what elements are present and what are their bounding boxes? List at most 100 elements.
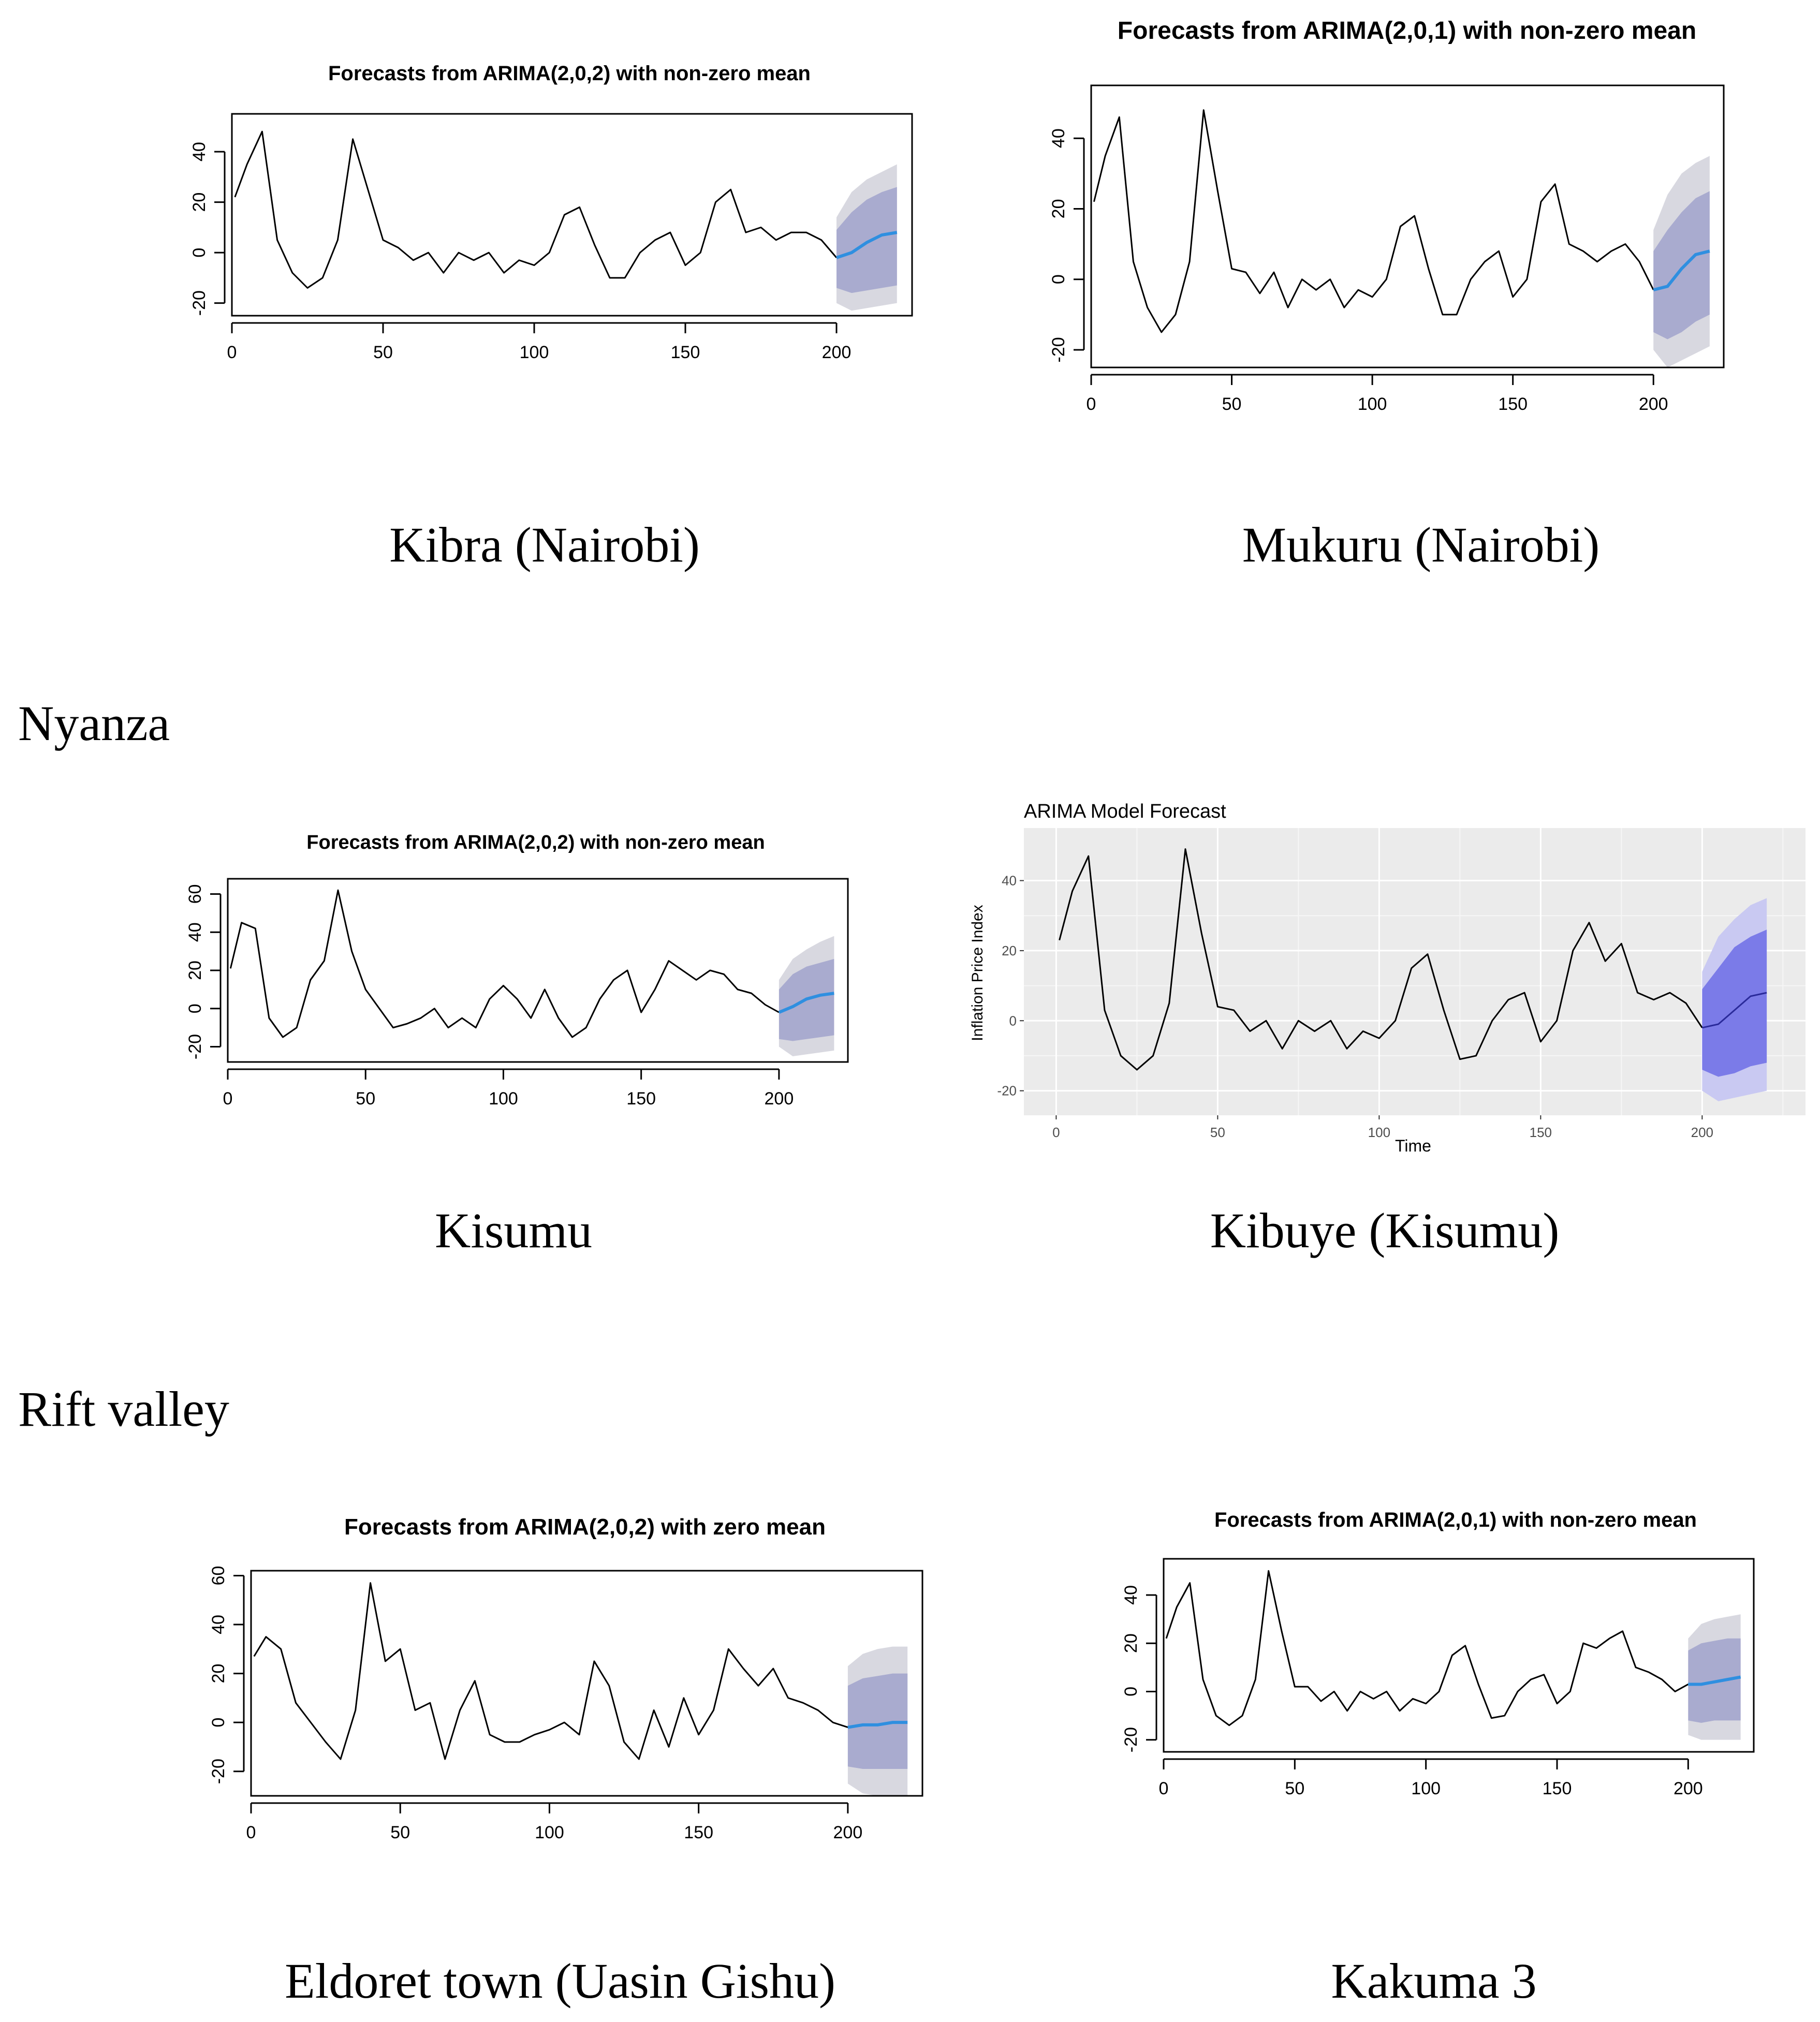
x-tick-label: 50 [1285,1779,1304,1798]
plot-area: 0 50 100 150 200 -20 0 20 40 [997,828,1806,1140]
caption-mukuru: Mukuru (Nairobi) [1242,517,1600,572]
caption-kibuye: Kibuye (Kisumu) [1210,1203,1560,1258]
y-tick-label: 0 [185,1003,205,1013]
series-line-observed [1165,1570,1689,1726]
plot-area: 0 50 100 150 200 -20 0 20 40 60 [209,1566,923,1842]
y-tick-label: 60 [209,1566,228,1586]
y-tick-label: 0 [1009,1013,1017,1028]
chart-kakuma: Forecasts from ARIMA(2,0,1) with non-zer… [1121,1509,1755,1798]
caption-kisumu: Kisumu [435,1203,592,1258]
forecast-band-80 [1653,191,1710,340]
x-tick-label: 100 [535,1823,564,1842]
forecast-band-80 [836,187,897,293]
x-tick-label: 50 [373,343,393,362]
y-tick-label: 20 [1049,199,1068,219]
x-tick-label: 200 [1691,1125,1713,1140]
plot-frame [1090,84,1725,368]
y-axis-label: Inflation Price Index [969,905,986,1041]
x-tick-label: 50 [1222,394,1242,414]
y-tick-label: 40 [209,1615,228,1634]
x-tick-label: 200 [765,1089,794,1109]
chart-title: Forecasts from ARIMA(2,0,2) with non-zer… [306,832,765,853]
section-heading-nyanza: Nyanza [18,696,170,751]
x-tick-label: 0 [223,1089,233,1109]
plot-area: 0 50 100 150 200 -20 0 20 40 [189,113,913,362]
plot-frame [250,1570,923,1797]
chart-title: Forecasts from ARIMA(2,0,1) with non-zer… [1118,17,1696,45]
x-tick-label: 100 [520,343,549,362]
chart-mukuru: Forecasts from ARIMA(2,0,1) with non-zer… [1049,17,1725,414]
y-tick-label: 20 [209,1664,228,1684]
y-tick-label: 0 [209,1718,228,1728]
y-tick-label: 0 [1121,1687,1141,1696]
plot-area: 0 50 100 150 200 -20 0 20 40 [1121,1558,1755,1798]
y-tick-label: 0 [189,248,209,258]
x-tick-label: 150 [684,1823,713,1842]
chart-title: Forecasts from ARIMA(2,0,2) with non-zer… [328,62,811,85]
y-tick-label: 40 [185,922,205,942]
plot-area: 0 50 100 150 200 -20 0 20 40 60 [185,878,849,1109]
x-tick-label: 50 [390,1823,410,1842]
x-tick-label: 150 [1543,1779,1572,1798]
y-tick-label: 40 [1002,873,1017,889]
x-tick-label: 150 [1498,394,1528,414]
y-tick-label: -20 [189,290,209,316]
y-tick-label: -20 [1121,1727,1141,1752]
plot-frame [227,878,849,1063]
chart-title: Forecasts from ARIMA(2,0,2) with zero me… [344,1514,826,1540]
x-tick-label: 0 [1159,1779,1169,1798]
x-tick-label: 100 [1358,394,1387,414]
x-tick-label: 100 [489,1089,518,1109]
series-line-forecast-mean [778,992,834,1014]
chart-kisumu: Forecasts from ARIMA(2,0,2) with non-zer… [185,832,849,1109]
chart-kibra: Forecasts from ARIMA(2,0,2) with non-zer… [189,62,913,362]
y-tick-label: -20 [1049,337,1068,362]
series-line-forecast-mean [1653,249,1710,292]
x-tick-label: 100 [1368,1125,1390,1140]
y-tick-label: -20 [997,1083,1017,1099]
caption-kakuma: Kakuma 3 [1331,1953,1536,2009]
chart-kibuye: ARIMA Model Forecast Inflation Price Ind… [969,801,1806,1155]
x-tick-label: 200 [1639,394,1668,414]
x-tick-label: 150 [1530,1125,1552,1140]
x-tick-label: 150 [626,1089,656,1109]
chart-title: Forecasts from ARIMA(2,0,1) with non-zer… [1214,1509,1697,1531]
x-tick-label: 200 [833,1823,863,1842]
series-line-forecast-mean [847,1721,908,1729]
series-line-forecast-mean [1688,1675,1741,1686]
y-tick-label: 20 [185,961,205,980]
y-tick-label: 20 [1121,1633,1141,1653]
series-line-forecast-mean [1702,992,1767,1029]
y-tick-label: -20 [185,1034,205,1059]
x-tick-label: 200 [1674,1779,1703,1798]
plot-area: 0 50 100 150 200 -20 0 20 40 [1049,84,1725,414]
chart-eldoret: Forecasts from ARIMA(2,0,2) with zero me… [209,1514,923,1842]
y-tick-label: -20 [209,1759,228,1784]
x-axis-label: Time [1395,1137,1431,1155]
panel-background [1024,828,1806,1115]
x-tick-label: 100 [1411,1779,1441,1798]
y-tick-label: 0 [1049,274,1068,284]
x-tick-label: 0 [246,1823,256,1842]
y-tick-label: 40 [189,142,209,161]
forecast-band-80 [1702,929,1767,1077]
series-line-observed [229,889,780,1038]
y-tick-label: 60 [185,884,205,904]
series-line-forecast-mean [836,231,898,259]
y-tick-label: 40 [1121,1585,1141,1605]
y-tick-label: 40 [1049,128,1068,148]
x-tick-label: 0 [227,343,237,362]
plot-frame [1163,1558,1755,1753]
series-line-observed [234,130,838,289]
y-tick-label: 20 [189,193,209,212]
series-line-observed [1059,848,1703,1071]
y-tick-label: 20 [1002,943,1017,958]
series-line-observed [253,1582,848,1760]
chart-title: ARIMA Model Forecast [1024,801,1226,822]
x-tick-label: 0 [1087,394,1096,414]
plot-frame [231,113,913,317]
caption-eldoret: Eldoret town (Uasin Gishu) [285,1953,835,2009]
x-tick-label: 50 [1210,1125,1225,1140]
x-tick-label: 0 [1052,1125,1060,1140]
